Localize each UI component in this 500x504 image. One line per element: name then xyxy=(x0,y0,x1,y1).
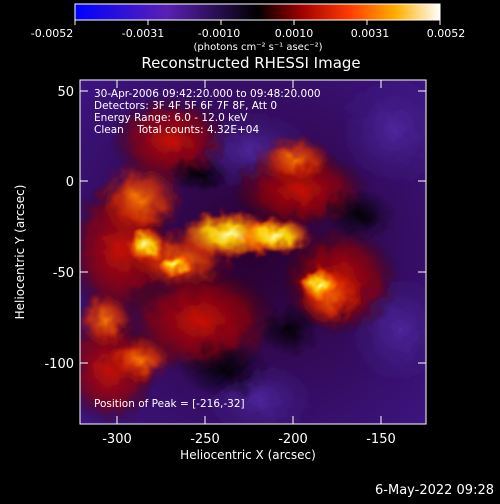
annotation-method: Clean Total counts: 4.32E+04 xyxy=(94,124,259,136)
colorbar-tick-label: -0.0031 xyxy=(122,27,164,40)
plot-frame xyxy=(79,79,427,425)
annotation-time-range: 30-Apr-2006 09:42:20.000 to 09:48:20.000 xyxy=(94,88,321,100)
x-tick-label: -250 xyxy=(190,432,220,447)
y-tick-label: 0 xyxy=(66,175,74,190)
colorbar-tick-label: 0.0052 xyxy=(427,27,466,40)
colorbar-tick-label: -0.0052 xyxy=(31,27,73,40)
colorbar: -0.0052 -0.0031 -0.0010 0.0010 0.0031 0.… xyxy=(31,3,466,53)
x-axis-label: Heliocentric X (arcsec) xyxy=(180,448,316,462)
colorbar-units-label: (photons cm⁻² s⁻¹ asec⁻²) xyxy=(193,42,322,53)
colorbar-tick-label: -0.0010 xyxy=(198,27,240,40)
annotation-block: 30-Apr-2006 09:42:20.000 to 09:48:20.000… xyxy=(94,88,321,136)
annotation-detectors: Detectors: 3F 4F 5F 6F 7F 8F, Att 0 xyxy=(94,100,277,112)
colorbar-gradient xyxy=(74,3,441,21)
x-tick-label: -300 xyxy=(102,432,132,447)
x-tick-label: -200 xyxy=(278,432,308,447)
plot-title: Reconstructed RHESSI Image xyxy=(141,54,360,72)
image-panel xyxy=(80,80,426,424)
colorbar-tick-label: 0.0010 xyxy=(275,27,314,40)
annotation-energy: Energy Range: 6.0 - 12.0 keV xyxy=(94,112,248,124)
y-tick-label: -50 xyxy=(53,266,74,281)
y-tick-label: 50 xyxy=(57,85,74,100)
colorbar-ticks xyxy=(74,20,441,25)
annotation-peak: Position of Peak = [-216,-32] xyxy=(94,398,245,410)
y-axis-label: Heliocentric Y (arcsec) xyxy=(13,185,27,320)
colorbar-tick-label: 0.0031 xyxy=(351,27,390,40)
axis-ticks xyxy=(80,80,426,424)
y-tick-label: -100 xyxy=(44,357,74,372)
footer-timestamp: 6-May-2022 09:28 xyxy=(375,483,494,498)
x-tick-label: -150 xyxy=(366,432,396,447)
